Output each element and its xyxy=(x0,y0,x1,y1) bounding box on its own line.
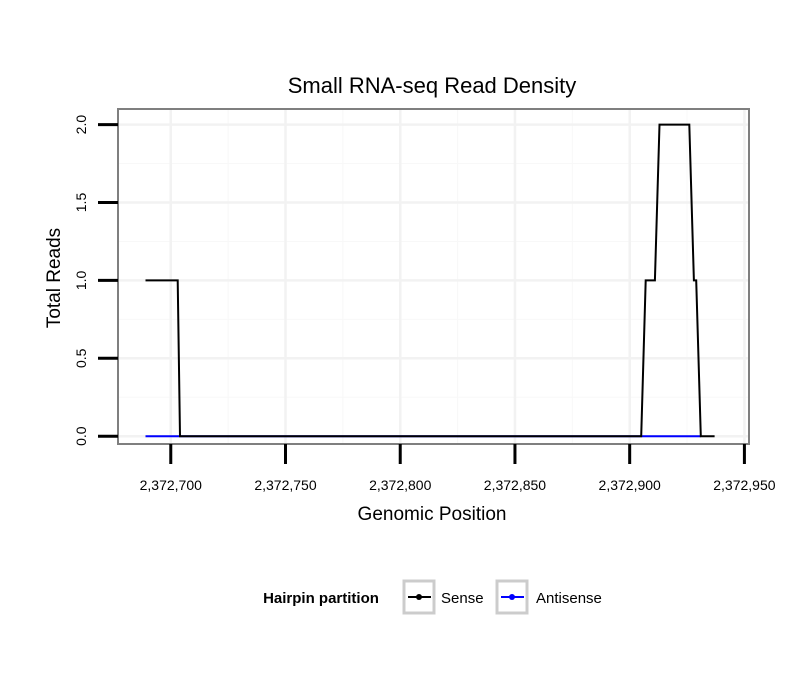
y-tick-label: 2.0 xyxy=(73,115,89,135)
y-axis-title: Total Reads xyxy=(44,228,65,328)
legend-title: Hairpin partition xyxy=(263,590,379,607)
legend-point-sense xyxy=(416,594,422,600)
x-tick-label: 2,372,750 xyxy=(254,477,316,493)
legend-label-antisense: Antisense xyxy=(536,590,602,607)
legend-label-sense: Sense xyxy=(441,590,484,607)
y-tick-label: 1.0 xyxy=(73,270,89,290)
x-tick-label: 2,372,800 xyxy=(369,477,431,493)
legend-item-sense: Sense xyxy=(402,579,484,615)
x-tick-label: 2,372,700 xyxy=(140,477,202,493)
x-tick-label: 2,372,850 xyxy=(484,477,546,493)
plot-area: 2,372,700 2,372,750 2,372,800 2,372,850 2,37… xyxy=(73,108,776,493)
x-axis-title: Genomic Position xyxy=(358,504,507,525)
x-tick-label: 2,372,900 xyxy=(599,477,661,493)
series-line-sense xyxy=(145,123,715,438)
chart-title: Small RNA-seq Read Density xyxy=(288,73,577,98)
plot-border xyxy=(117,108,750,445)
legend-point-antisense xyxy=(509,594,515,600)
x-tick-label: 2,372,950 xyxy=(713,477,775,493)
legend-item-antisense: Antisense xyxy=(495,579,602,615)
y-tick-label: 0.5 xyxy=(73,348,89,368)
plot-background xyxy=(118,109,749,444)
legend: Hairpin partition Sense Antisense xyxy=(263,579,602,615)
y-tick-label: 0.0 xyxy=(73,426,89,446)
y-tick-label: 1.5 xyxy=(73,193,89,213)
